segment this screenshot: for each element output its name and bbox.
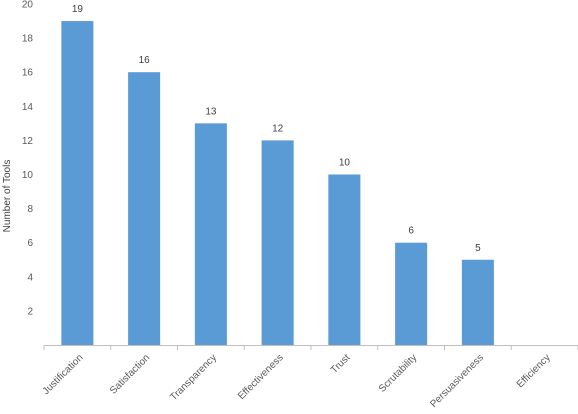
x-axis: Justification Satisfaction Transparency Eff… — [41, 345, 578, 410]
bar-persuasiveness — [461, 259, 494, 345]
x-tick-label: Transparency — [168, 352, 219, 403]
y-tick-label: 16 — [22, 68, 34, 79]
bar-scrutability — [395, 242, 428, 345]
data-label: 6 — [408, 226, 414, 237]
y-tick-label: 8 — [27, 204, 33, 215]
bar-satisfaction — [128, 72, 161, 345]
data-label: 19 — [72, 4, 84, 15]
x-tick-label: Trust — [329, 352, 353, 376]
y-tick-label: 6 — [27, 238, 33, 249]
data-label: 12 — [272, 123, 284, 134]
x-tick-label: Persuasiveness — [428, 352, 486, 410]
y-tick-label: 4 — [27, 272, 33, 283]
x-tick-label: Scrutability — [377, 352, 419, 394]
y-tick-label: 10 — [22, 170, 34, 181]
data-label: 10 — [339, 158, 351, 169]
y-tick-label: 18 — [22, 34, 34, 45]
y-tick-label: 12 — [22, 136, 34, 147]
x-tick-label: Justification — [41, 352, 86, 397]
y-tick-label: 14 — [22, 102, 34, 113]
y-axis-title: Number of Tools — [2, 160, 13, 233]
data-label: 5 — [475, 243, 481, 254]
x-tick-label: Effectiveness — [236, 352, 286, 402]
bar-effectiveness — [261, 140, 294, 345]
y-tick-label: 20 — [22, 0, 34, 11]
data-label: 13 — [205, 106, 217, 117]
x-tick-label: Efficiency — [515, 352, 553, 390]
bar-trust — [328, 174, 361, 345]
bars — [61, 21, 494, 346]
bar-transparency — [194, 123, 227, 345]
x-tick-label: Satisfaction — [108, 352, 152, 396]
bar-justification — [61, 21, 94, 346]
y-axis: 2 4 6 8 10 12 14 16 18 20 — [22, 0, 34, 317]
data-label: 16 — [139, 55, 151, 66]
data-labels: 19 16 13 12 10 6 5 — [72, 4, 481, 254]
y-tick-label: 2 — [27, 306, 33, 317]
